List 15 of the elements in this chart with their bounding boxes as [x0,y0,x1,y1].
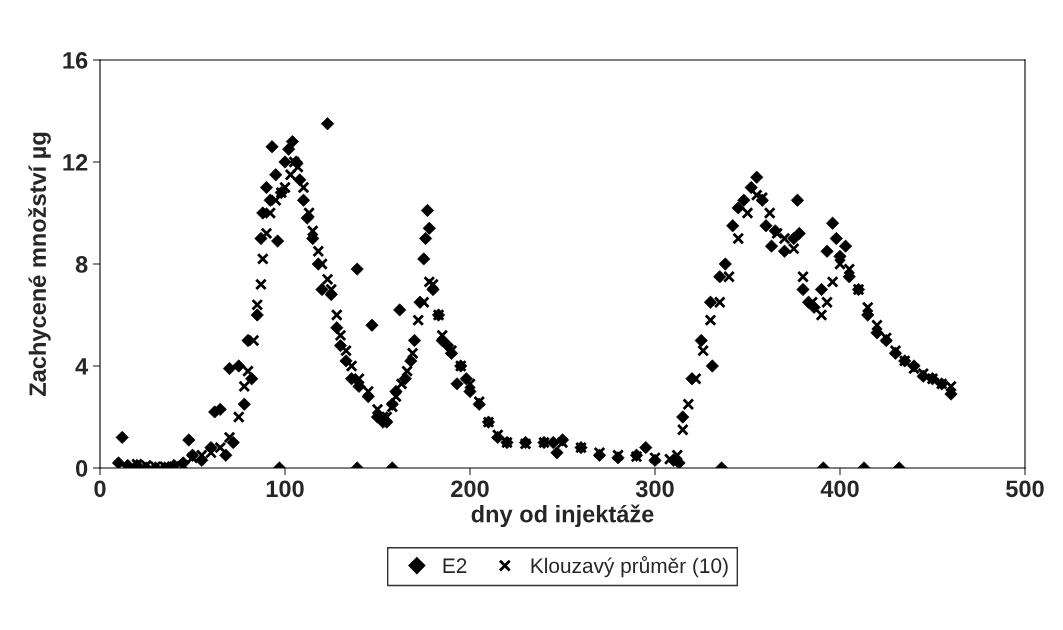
x-tick-label: 300 [635,480,674,498]
y-tick-label: 12 [63,154,88,171]
legend-label: E2 [443,558,467,573]
x-tick-label: 200 [451,480,489,498]
x-tick-label: 0 [94,480,106,498]
y-tick-label: 16 [63,52,88,69]
y-tick-label: 4 [75,358,89,375]
x-tick-label: 400 [820,480,859,498]
y-axis-title: Zachycené množství µg [28,132,51,397]
x-axis-title: dny od injektáže [471,504,654,528]
y-tick-label: 0 [76,460,88,477]
y-tick-label: 8 [75,256,88,273]
legend-label: Klouzavý průměr (10) [531,556,728,578]
x-tick-label: 500 [1006,480,1044,498]
x-tick-label: 100 [266,480,304,498]
